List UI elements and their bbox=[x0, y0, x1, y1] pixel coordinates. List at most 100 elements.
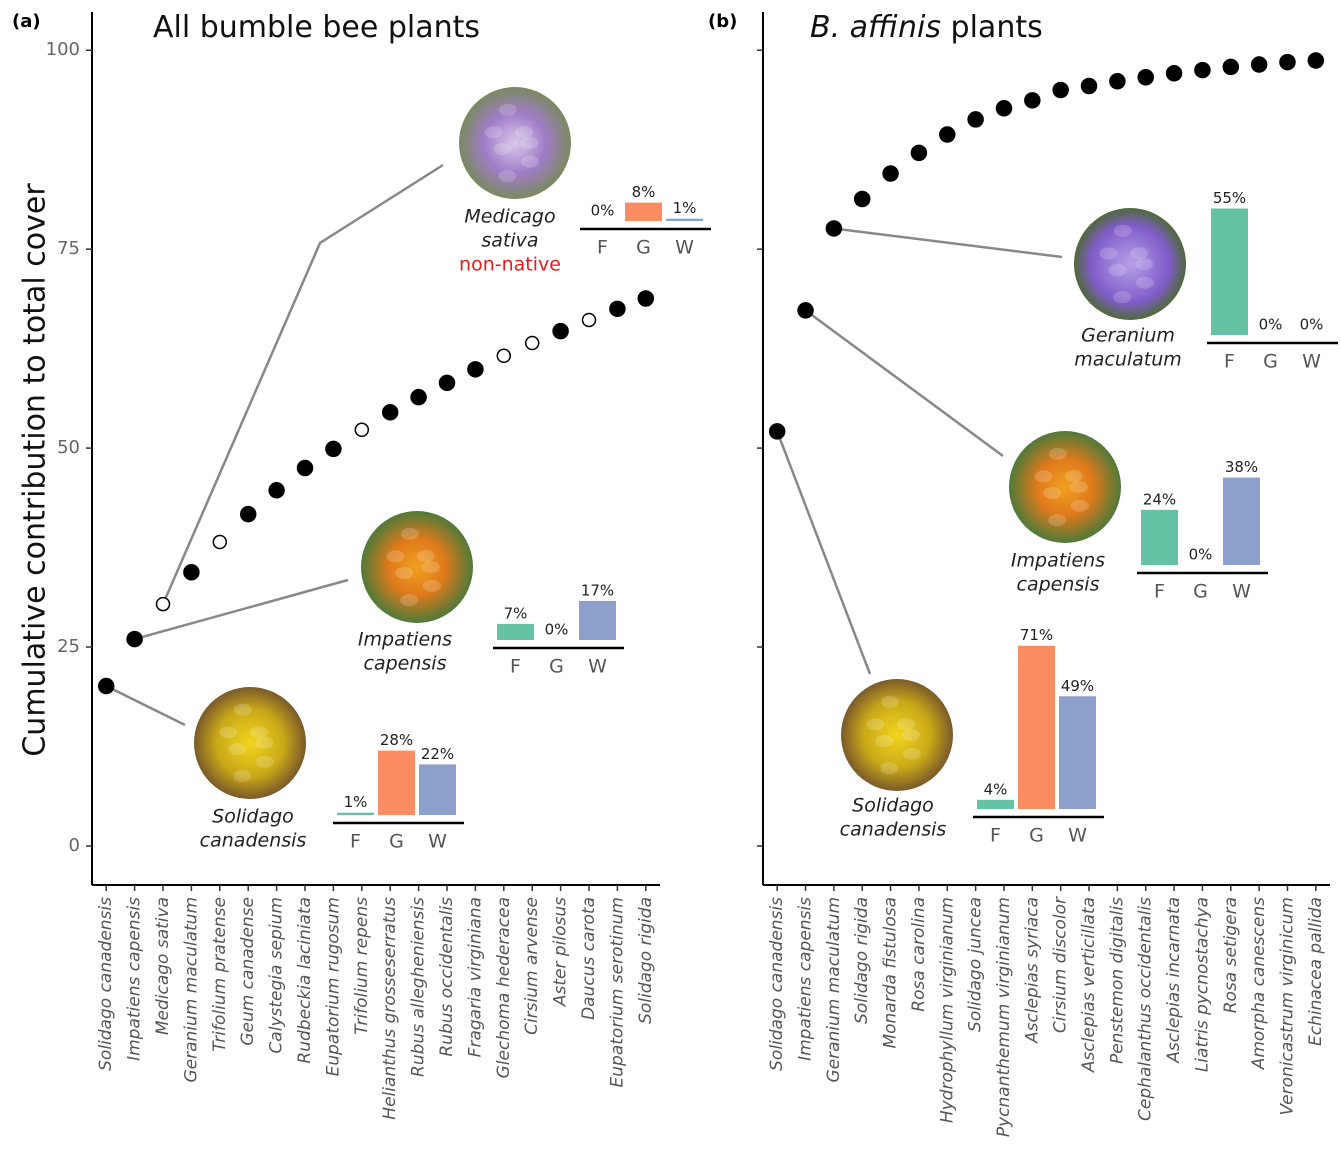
photo-detail bbox=[875, 735, 893, 747]
point bbox=[826, 221, 841, 236]
inset-category: W bbox=[1232, 581, 1251, 603]
species-label: canadensis bbox=[200, 830, 307, 852]
point bbox=[1167, 66, 1182, 81]
photo-detail bbox=[1070, 481, 1088, 493]
inset-bar bbox=[1211, 209, 1248, 336]
panel-label: (b) bbox=[708, 11, 737, 32]
x-tick-label: Impatiens capensis bbox=[125, 897, 145, 1061]
point bbox=[157, 598, 170, 611]
photo-detail bbox=[1049, 448, 1067, 460]
x-tick-label: Eupatorium serotinum bbox=[607, 897, 627, 1087]
photo-detail bbox=[515, 126, 533, 138]
title-part: B. affinis bbox=[810, 10, 941, 45]
panel-label: (a) bbox=[12, 11, 41, 32]
inset-bar bbox=[666, 219, 703, 221]
connector bbox=[777, 431, 870, 674]
plant-photo bbox=[194, 687, 306, 799]
x-tick-label: Geranium maculatum bbox=[824, 897, 844, 1083]
bar-value-label: 0% bbox=[1259, 316, 1283, 334]
status-note: non-native bbox=[459, 254, 561, 276]
inset-category: G bbox=[636, 237, 651, 259]
photo-detail bbox=[1113, 291, 1131, 303]
bar-value-label: 24% bbox=[1143, 490, 1176, 508]
inset-bar bbox=[497, 624, 534, 640]
photo-detail bbox=[1135, 258, 1153, 270]
photo-detail bbox=[233, 770, 251, 782]
photo-detail bbox=[1099, 247, 1117, 259]
photo-detail bbox=[881, 696, 899, 708]
photo-detail bbox=[422, 561, 440, 573]
bar-value-label: 1% bbox=[673, 199, 697, 217]
point bbox=[1195, 63, 1210, 78]
inset-category: W bbox=[588, 656, 607, 678]
photo-detail bbox=[1114, 225, 1132, 237]
x-tick-label: Cephalanthus occidentalis bbox=[1136, 897, 1156, 1121]
point bbox=[968, 112, 983, 127]
point bbox=[798, 303, 813, 318]
x-tick-label: Medicago sativa bbox=[153, 897, 173, 1035]
inset-bar bbox=[1223, 478, 1260, 565]
point bbox=[269, 483, 284, 498]
x-tick-label: Trifolium repens bbox=[352, 897, 372, 1035]
point bbox=[184, 565, 199, 580]
point bbox=[770, 424, 785, 439]
bar-value-label: 38% bbox=[1225, 458, 1258, 476]
point bbox=[883, 166, 898, 181]
point bbox=[1138, 70, 1153, 85]
bar-value-label: 0% bbox=[1300, 316, 1324, 334]
species-label: capensis bbox=[364, 653, 447, 675]
inset-category: F bbox=[1154, 581, 1165, 603]
x-tick-label: Asclepias syriaca bbox=[1022, 897, 1042, 1044]
photo-detail bbox=[219, 726, 237, 738]
y-tick-label: 25 bbox=[57, 636, 80, 657]
point bbox=[213, 536, 226, 549]
point bbox=[1280, 55, 1295, 70]
bar-value-label: 0% bbox=[1189, 546, 1213, 564]
species-label: Solidago bbox=[852, 795, 934, 817]
photo-detail bbox=[255, 737, 273, 749]
photo-detail bbox=[521, 156, 539, 168]
photo-detail bbox=[250, 726, 268, 738]
x-tick-label: Rubus occidentalis bbox=[437, 897, 457, 1057]
inset-bar bbox=[977, 800, 1014, 809]
inset-category: W bbox=[675, 237, 694, 259]
x-tick-label: Geranium maculatum bbox=[181, 897, 201, 1083]
point bbox=[1223, 59, 1238, 74]
title-part: plants bbox=[941, 10, 1043, 45]
photo-detail bbox=[423, 580, 441, 592]
point bbox=[583, 313, 596, 326]
inset-category: W bbox=[1302, 351, 1321, 373]
point bbox=[326, 441, 341, 456]
point bbox=[468, 362, 483, 377]
x-tick-label: Veronicastrum virginicum bbox=[1277, 897, 1297, 1115]
point bbox=[298, 460, 313, 475]
x-tick-label: Asclepias incarnata bbox=[1164, 897, 1184, 1064]
point bbox=[1252, 57, 1267, 72]
inset-bar bbox=[378, 751, 415, 815]
inset-category: G bbox=[389, 831, 404, 853]
y-tick-label: 0 bbox=[69, 835, 80, 856]
species-label: Impatiens bbox=[358, 629, 452, 651]
species-label: canadensis bbox=[840, 819, 947, 841]
y-tick-label: 100 bbox=[46, 39, 80, 60]
point bbox=[411, 390, 426, 405]
photo-detail bbox=[880, 762, 898, 774]
inset-category: W bbox=[428, 831, 447, 853]
photo-detail bbox=[520, 137, 538, 149]
x-tick-label: Asclepias verticillata bbox=[1079, 897, 1099, 1073]
point bbox=[383, 405, 398, 420]
point bbox=[127, 632, 142, 647]
x-tick-label: Aster pilosus bbox=[551, 897, 571, 1007]
inset-category: W bbox=[1068, 825, 1087, 847]
photo-detail bbox=[1130, 247, 1148, 259]
point bbox=[440, 375, 455, 390]
photo-detail bbox=[1071, 500, 1089, 512]
title-part: All bumble bee plants bbox=[153, 10, 480, 45]
connector bbox=[106, 686, 185, 725]
bar-value-label: 28% bbox=[380, 731, 413, 749]
point bbox=[940, 127, 955, 142]
x-tick-label: Geum canadense bbox=[238, 897, 258, 1046]
inset-bar bbox=[1018, 646, 1055, 809]
photo-detail bbox=[1048, 514, 1066, 526]
inset-category: F bbox=[1224, 351, 1235, 373]
